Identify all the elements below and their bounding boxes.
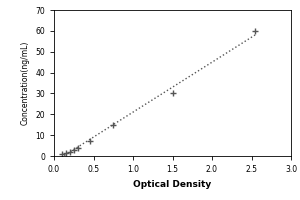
X-axis label: Optical Density: Optical Density bbox=[134, 180, 212, 189]
Y-axis label: Concentration(ng/mL): Concentration(ng/mL) bbox=[21, 41, 30, 125]
